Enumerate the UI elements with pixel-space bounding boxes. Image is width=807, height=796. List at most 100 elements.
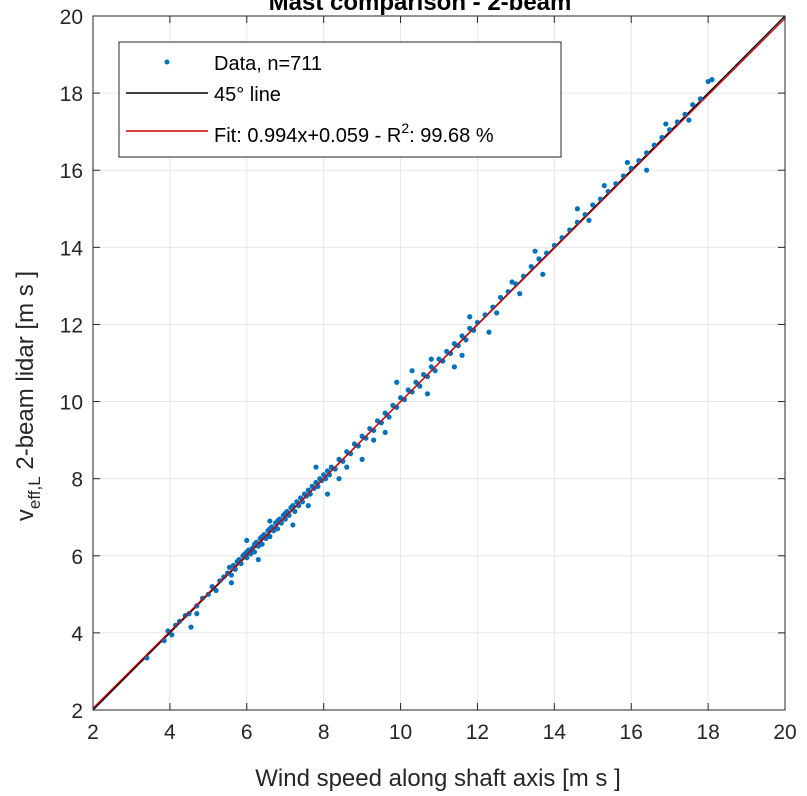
- data-point: [486, 329, 492, 335]
- data-point: [667, 127, 673, 133]
- data-point: [292, 508, 298, 515]
- data-point: [436, 356, 442, 362]
- x-tick-label: 14: [543, 721, 567, 744]
- x-tick-label: 20: [773, 721, 796, 744]
- data-point: [471, 327, 477, 333]
- data-point: [244, 537, 250, 543]
- x-tick-label: 8: [318, 721, 330, 744]
- axes: [92, 15, 786, 711]
- data-point: [413, 379, 419, 385]
- y-tick-label: 2: [71, 700, 83, 723]
- legend-fit-label: Fit: 0.994x+0.059 - R2: 99.68 %: [214, 120, 494, 147]
- data-point: [586, 217, 592, 223]
- data-point: [428, 364, 434, 370]
- data-point: [417, 383, 423, 389]
- data-point: [428, 356, 434, 362]
- data-point: [659, 134, 665, 141]
- data-point: [455, 343, 461, 349]
- x-tick-label: 16: [620, 721, 643, 744]
- data-point: [421, 371, 427, 378]
- data-point: [467, 314, 473, 320]
- y-tick-label: 20: [60, 6, 83, 29]
- legend: Data, n=711 45° line Fit: 0.994x+0.059 -…: [118, 41, 562, 158]
- data-point: [359, 456, 365, 462]
- y-axis-label: veff,L 2-beam lidar [m s ]: [12, 271, 44, 521]
- legend-data-label: Data, n=711: [214, 53, 322, 75]
- data-point: [188, 624, 194, 630]
- data-point: [186, 611, 192, 617]
- x-tick-label: 12: [466, 721, 489, 744]
- x-tick-label: 2: [87, 721, 99, 744]
- data-points: [144, 77, 715, 661]
- data-point: [432, 368, 438, 374]
- legend-fit-suffix: : 99.68 %: [409, 125, 494, 147]
- fit-line: [92, 17, 786, 709]
- x-tick-label: 10: [389, 721, 412, 744]
- data-point: [517, 291, 523, 297]
- data-point: [459, 352, 465, 358]
- data-point: [451, 364, 457, 370]
- data-point: [274, 526, 281, 532]
- fit-line-path: [92, 17, 786, 709]
- y-tick-label: 6: [71, 546, 83, 569]
- data-point: [228, 580, 234, 586]
- data-point: [255, 557, 261, 563]
- data-point: [305, 503, 311, 509]
- y-axis-label-sub: eff,L: [25, 476, 44, 509]
- data-point: [459, 333, 465, 339]
- data-point: [169, 632, 175, 638]
- y-tick-label: 10: [60, 392, 83, 415]
- axes-box: [92, 15, 786, 711]
- data-point: [451, 341, 457, 347]
- y-tick-label: 16: [60, 160, 83, 183]
- data-point: [359, 433, 365, 439]
- data-point: [447, 350, 454, 356]
- data-point: [409, 368, 415, 374]
- data-point: [367, 425, 373, 432]
- data-point: [674, 119, 680, 125]
- data-point: [251, 549, 258, 555]
- data-point: [663, 121, 669, 127]
- x-tick-label: 4: [164, 721, 176, 744]
- data-point: [382, 410, 388, 416]
- x-axis-label: Wind speed along shaft axis [m s ]: [255, 765, 621, 792]
- y-axis-label-rest: 2-beam lidar [m s ]: [12, 271, 39, 476]
- data-point: [405, 387, 411, 393]
- svg-text:veff,L 2-beam lidar [m s ]: veff,L 2-beam lidar [m s ]: [12, 271, 44, 521]
- data-point: [494, 310, 500, 316]
- data-point: [213, 587, 219, 594]
- y-tick-label: 14: [60, 237, 84, 260]
- data-point: [390, 402, 396, 409]
- data-point: [509, 279, 515, 285]
- y-axis-label-v: v: [12, 509, 39, 521]
- data-point: [194, 603, 200, 609]
- data-point: [536, 256, 542, 262]
- data-point: [374, 418, 381, 424]
- data-point: [705, 78, 711, 85]
- y-tick-label: 12: [60, 314, 83, 337]
- data-point: [259, 541, 265, 547]
- data-point: [467, 325, 473, 331]
- data-point: [290, 522, 296, 528]
- data-point: [344, 464, 350, 470]
- data-point: [313, 464, 319, 470]
- data-point: [336, 456, 342, 462]
- data-point: [249, 545, 256, 551]
- data-point: [228, 572, 234, 578]
- data-point: [601, 183, 607, 189]
- data-point: [371, 437, 377, 443]
- tick-labels: 2 4 6 8 10 12 14 16 18 20 2 4 6 8 10 12 14 16 18 20: [60, 6, 797, 744]
- data-point: [267, 518, 273, 524]
- data-point: [382, 429, 388, 435]
- data-point: [336, 476, 342, 482]
- legend-data-marker: [164, 59, 170, 65]
- data-point: [497, 294, 504, 301]
- data-point: [386, 414, 392, 420]
- data-point: [226, 564, 233, 570]
- x-tick-label: 18: [696, 721, 719, 744]
- data-point: [440, 358, 446, 364]
- data-point: [351, 441, 358, 447]
- data-point: [424, 391, 431, 397]
- data-point: [709, 77, 715, 83]
